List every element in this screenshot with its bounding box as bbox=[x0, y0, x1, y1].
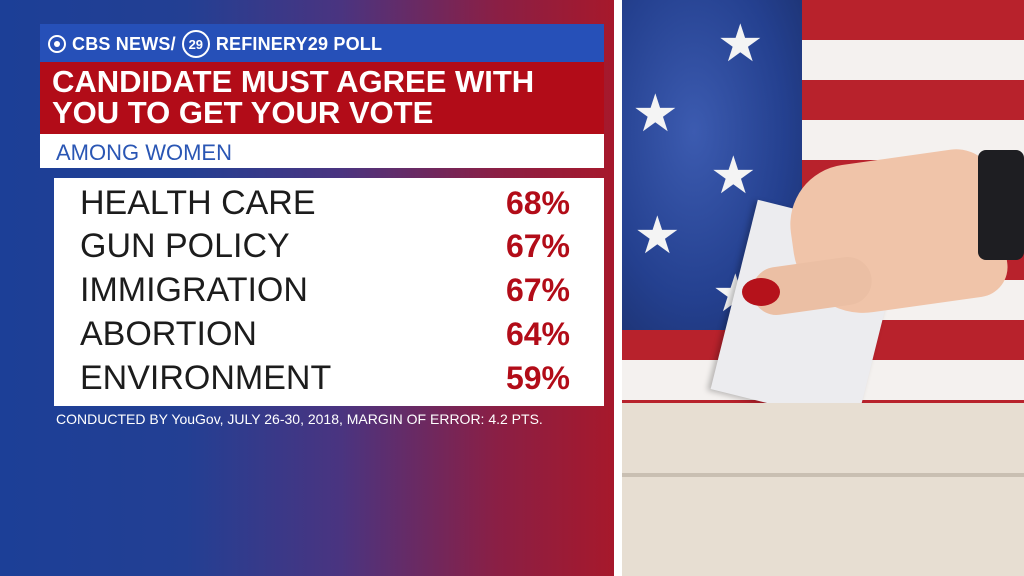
row-value: 59% bbox=[505, 359, 570, 396]
brand-cbs-news: CBS NEWS/ bbox=[72, 33, 176, 54]
row-value: 67% bbox=[505, 227, 570, 264]
ballot-box bbox=[622, 403, 1024, 576]
brand-refinery29-poll: REFINERY29 POLL bbox=[215, 33, 383, 54]
cbs-eye-icon bbox=[48, 35, 66, 53]
source-footnote: CONDUCTED BY YouGov, JULY 26-30, 2018, M… bbox=[56, 411, 543, 427]
row-label: GUN POLICY bbox=[80, 226, 290, 265]
table-row: HEALTH CARE 68% bbox=[80, 181, 570, 225]
sleeve bbox=[978, 150, 1024, 260]
panel-divider bbox=[614, 0, 622, 576]
star-icon: ★ bbox=[632, 84, 679, 144]
star-icon: ★ bbox=[717, 14, 764, 74]
row-label: IMMIGRATION bbox=[80, 270, 308, 309]
star-icon: ★ bbox=[634, 206, 681, 266]
table-row: ENVIRONMENT 59% bbox=[80, 356, 570, 400]
chart-title: CANDIDATE MUST AGREE WITH YOU TO GET YOU… bbox=[52, 66, 592, 128]
table-row: GUN POLICY 67% bbox=[80, 224, 570, 268]
title-band bbox=[40, 62, 604, 134]
subtitle-band bbox=[40, 134, 604, 168]
title-line-2: YOU TO GET YOUR VOTE bbox=[52, 95, 434, 130]
fingernail bbox=[742, 278, 780, 306]
row-value: 64% bbox=[505, 315, 570, 352]
table-row: IMMIGRATION 67% bbox=[80, 268, 570, 312]
row-value: 67% bbox=[505, 271, 570, 308]
star-icon: ★ bbox=[710, 146, 757, 206]
ballot-box-seam bbox=[622, 473, 1024, 477]
logo-row: CBS NEWS/ 29 REFINERY29 POLL bbox=[48, 30, 382, 58]
title-line-1: CANDIDATE MUST AGREE WITH bbox=[52, 64, 535, 99]
row-label: ENVIRONMENT bbox=[80, 358, 332, 397]
r29-logo-icon: 29 bbox=[181, 30, 210, 58]
row-value: 68% bbox=[505, 184, 570, 221]
table-row: ABORTION 64% bbox=[80, 312, 570, 356]
row-label: ABORTION bbox=[80, 314, 257, 353]
ballot-photo: ★ ★ ★ ★ ★ bbox=[622, 0, 1024, 576]
chart-subtitle: AMONG WOMEN bbox=[56, 140, 232, 165]
results-table bbox=[54, 178, 604, 406]
header-band bbox=[40, 24, 604, 64]
row-label: HEALTH CARE bbox=[80, 183, 316, 222]
